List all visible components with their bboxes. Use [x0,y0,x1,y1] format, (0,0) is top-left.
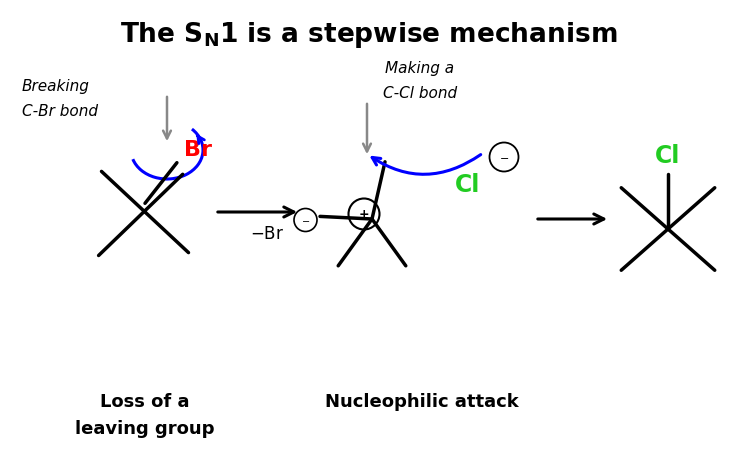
Text: Cl: Cl [655,144,681,168]
Text: Nucleophilic attack: Nucleophilic attack [325,393,519,411]
Text: +: + [359,207,369,220]
Text: Br: Br [184,140,212,159]
Text: $-$: $-$ [301,215,310,225]
Text: Loss of a: Loss of a [100,393,189,411]
Text: C-Cl bond: C-Cl bond [383,86,457,101]
Text: The $\mathregular{S_N}$1 is a stepwise mechanism: The $\mathregular{S_N}$1 is a stepwise m… [120,20,617,50]
Text: $-$: $-$ [499,152,509,162]
Text: Making a: Making a [385,62,455,76]
Text: C-Br bond: C-Br bond [22,105,98,119]
Text: leaving group: leaving group [75,420,214,438]
Text: Breaking: Breaking [22,80,90,95]
Text: Cl: Cl [455,173,481,197]
Text: $-$Br: $-$Br [251,225,284,243]
